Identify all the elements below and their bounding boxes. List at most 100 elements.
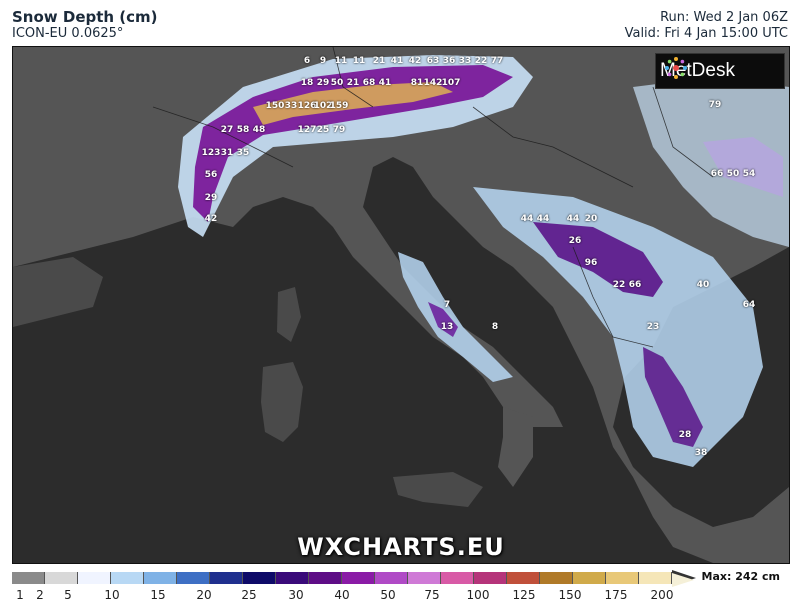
- map-value: 22: [612, 280, 626, 290]
- legend-swatch: [45, 572, 78, 584]
- metdesk-logo-icon: [665, 57, 687, 79]
- legend-label: 200: [650, 588, 674, 602]
- map-value: 41: [390, 56, 404, 66]
- legend-label: 1: [16, 588, 24, 602]
- land-west: [13, 257, 103, 327]
- watermark: WXCHARTS.EU: [297, 533, 505, 561]
- legend-label: 20: [196, 588, 212, 602]
- legend-labels: 1 2 5 10 15 20 25 30 40 50 75 100 125 150 175 200: [12, 588, 712, 604]
- legend-label: 125: [512, 588, 536, 602]
- map-value: 42: [408, 56, 422, 66]
- map-value: 126: [297, 101, 317, 111]
- map-value: 66: [628, 280, 642, 290]
- legend-label: 25: [241, 588, 257, 602]
- calabria: [498, 407, 533, 487]
- model-label: ICON-EU 0.0625°: [12, 26, 124, 41]
- map-value: 40: [696, 280, 710, 290]
- header-right: Run: Wed 2 Jan 06Z Valid: Fri 4 Jan 15:0…: [625, 10, 788, 42]
- sicily: [393, 472, 483, 507]
- snow-balkans-light: [473, 187, 763, 467]
- legend-swatch: [639, 572, 672, 584]
- map-value: 13: [440, 322, 454, 332]
- legend-swatch: [474, 572, 507, 584]
- legend-swatch: [78, 572, 111, 584]
- color-legend: 1 2 5 10 15 20 25 30 40 50 75 100 125 150 175 200: [12, 570, 712, 606]
- map-value: 6: [303, 56, 311, 66]
- map-value: 31: [220, 148, 234, 158]
- map-value: 44: [520, 214, 534, 224]
- legend-label: 150: [558, 588, 582, 602]
- map-value: 35: [236, 148, 250, 158]
- snow-northeast-light: [633, 77, 789, 247]
- legend-swatch: [276, 572, 309, 584]
- map-value: 79: [332, 125, 346, 135]
- map-value: 48: [252, 125, 266, 135]
- metdesk-logo-text: MetDesk: [660, 60, 735, 81]
- map-value: 102: [313, 101, 333, 111]
- snow-apennines-purple: [428, 302, 458, 337]
- legend-swatch: [375, 572, 408, 584]
- legend-color-bar: [12, 572, 672, 584]
- map-value: 29: [204, 193, 218, 203]
- legend-swatch: [144, 572, 177, 584]
- header-left: Snow Depth (cm) ICON-EU 0.0625°: [12, 8, 158, 42]
- legend-label: 10: [104, 588, 120, 602]
- map-value: 36: [442, 56, 456, 66]
- map-value: 22: [474, 56, 488, 66]
- map-value: 44: [566, 214, 580, 224]
- legend-swatch: [12, 572, 45, 584]
- map-value: 26: [568, 236, 582, 246]
- legend-swatch: [573, 572, 606, 584]
- map-value: 56: [204, 170, 218, 180]
- map-value: 7: [443, 300, 451, 310]
- legend-label: 15: [150, 588, 166, 602]
- map-value: 159: [329, 101, 349, 111]
- borders: [152, 47, 714, 348]
- legend-label: 5: [64, 588, 72, 602]
- legend-swatch: [408, 572, 441, 584]
- map-value: 28: [678, 430, 692, 440]
- map-value: 33: [458, 56, 472, 66]
- map-value: 23: [646, 322, 660, 332]
- legend-swatch: [309, 572, 342, 584]
- legend-label: 75: [424, 588, 440, 602]
- map-value: 29: [316, 78, 330, 88]
- legend-swatch: [342, 572, 375, 584]
- snow-apennines: [398, 252, 513, 382]
- map-value: 142: [423, 78, 443, 88]
- map-value: 96: [584, 258, 598, 268]
- run-time: Run: Wed 2 Jan 06Z: [660, 10, 788, 25]
- legend-label: 30: [288, 588, 304, 602]
- legend-swatch: [111, 572, 144, 584]
- map-value: 77: [490, 56, 504, 66]
- map-value: 58: [236, 125, 250, 135]
- snow-greece-purple: [643, 347, 703, 447]
- map-value: 127: [297, 125, 317, 135]
- legend-label: 175: [604, 588, 628, 602]
- map-value: 9: [319, 56, 327, 66]
- map-value: 68: [362, 78, 376, 88]
- legend-label: 50: [380, 588, 396, 602]
- legend-label: 100: [466, 588, 490, 602]
- legend-swatch: [441, 572, 474, 584]
- map-value: 107: [441, 78, 461, 88]
- map-value: 50: [330, 78, 344, 88]
- map-value: 79: [708, 100, 722, 110]
- chart-title: Snow Depth (cm): [12, 8, 158, 26]
- valid-time: Valid: Fri 4 Jan 15:00 UTC: [624, 26, 788, 41]
- sardinia: [261, 362, 303, 442]
- legend-arrow: [672, 573, 694, 587]
- map-value: 20: [584, 214, 598, 224]
- map-value: 8: [491, 322, 499, 332]
- map-canvas: [13, 47, 789, 563]
- map-value: 27: [220, 125, 234, 135]
- map-value: 33: [284, 101, 298, 111]
- map-value: 11: [334, 56, 348, 66]
- map-value: 44: [536, 214, 550, 224]
- legend-swatch: [210, 572, 243, 584]
- map-value: 41: [378, 78, 392, 88]
- snow-alps-core: [253, 82, 453, 125]
- legend-swatch: [540, 572, 573, 584]
- map-value: 25: [316, 125, 330, 135]
- map-value: 54: [742, 169, 756, 179]
